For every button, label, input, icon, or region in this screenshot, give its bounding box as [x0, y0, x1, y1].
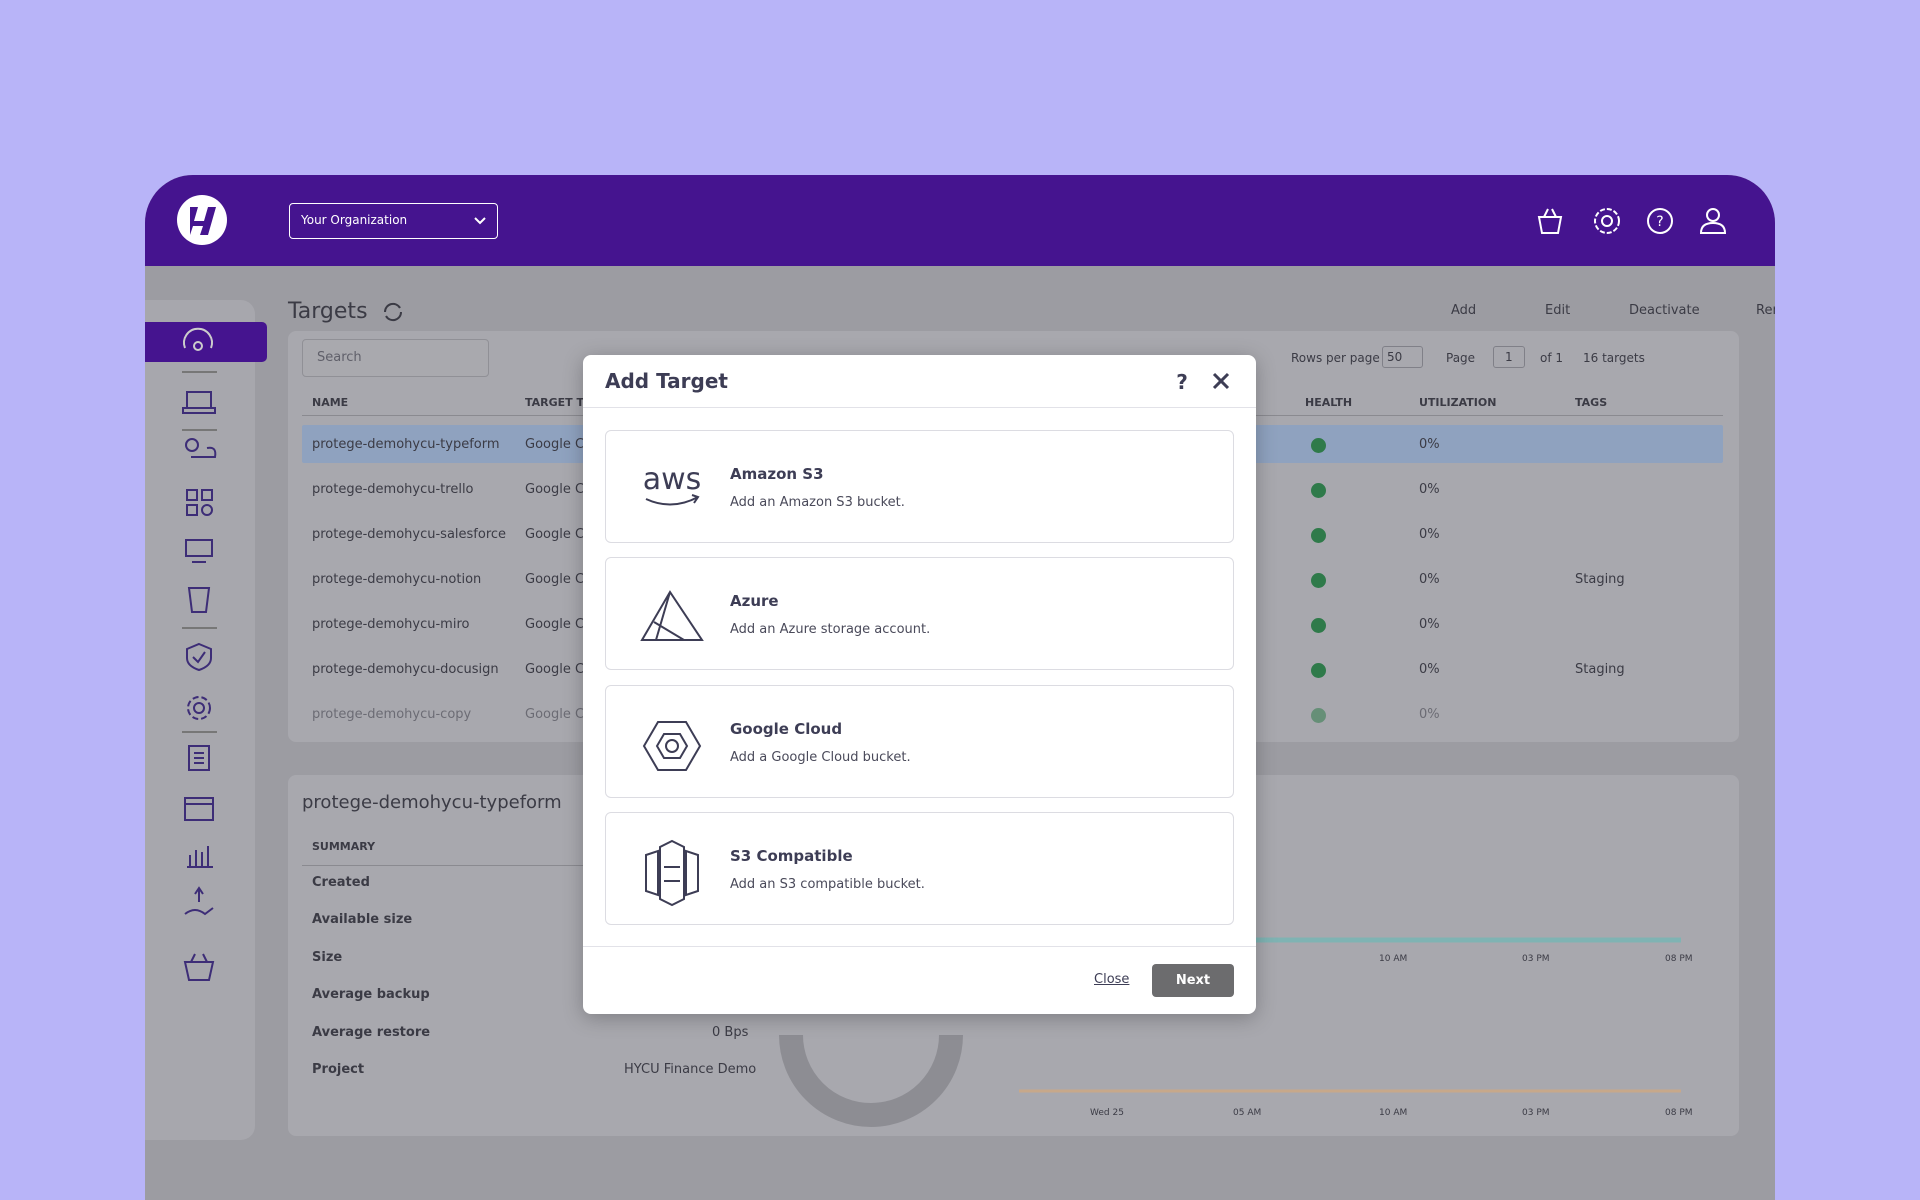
chart-tick: Wed 25 — [1090, 1108, 1124, 1118]
health-ok — [1311, 438, 1326, 453]
top-bar: Your Organization ? — [145, 175, 1775, 266]
chart-tick: 03 PM — [1522, 1108, 1550, 1118]
row-name: protege-demohycu-miro — [312, 617, 470, 632]
chart-tick: 08 PM — [1665, 1108, 1693, 1118]
row-tags: Staging — [1575, 572, 1625, 587]
close-button[interactable]: Close — [1094, 972, 1130, 987]
row-utilization: 0% — [1419, 482, 1440, 497]
nav-icons[interactable] — [145, 322, 255, 1042]
toolbar-deactivate: Deactivate — [1629, 303, 1700, 318]
dialog-title: Add Target — [605, 369, 728, 393]
option-icon — [642, 720, 702, 771]
target-option[interactable]: aws Amazon S3 Add an Amazon S3 bucket. — [605, 430, 1234, 543]
page-title: Targets — [288, 299, 368, 324]
chevron — [474, 217, 486, 225]
target-option[interactable]: Google Cloud Add a Google Cloud bucket. — [605, 684, 1234, 798]
target-option[interactable]: Azure Add an Azure storage account. — [605, 557, 1234, 671]
detail-title: protege-demohycu-typeform — [302, 792, 562, 813]
option-title: S3 Compatible — [730, 846, 853, 865]
chart-tick: 05 AM — [1233, 1108, 1262, 1118]
summary-label: Project — [312, 1062, 365, 1077]
toolbar-remove: Remove — [1756, 303, 1775, 318]
add-target-dialog: Add Target ? aws Amazon S3 Add an Amazon S… — [583, 355, 1256, 1014]
option-desc: Add a Google Cloud bucket. — [730, 749, 911, 765]
row-name: protege-demohycu-copy — [312, 707, 472, 722]
divider — [583, 407, 1256, 408]
header-icons[interactable]: ? — [1535, 205, 1745, 237]
dialog-actions[interactable]: ? — [1171, 369, 1241, 395]
chart-tick: 10 AM — [1379, 954, 1408, 964]
row-utilization: 0% — [1419, 527, 1440, 542]
chart-tick: 10 AM — [1379, 1108, 1408, 1118]
target-count: 16 targets — [1583, 351, 1645, 365]
svg-text:?: ? — [1656, 214, 1663, 230]
health-ok — [1311, 618, 1326, 633]
org-name: Your Organization — [301, 213, 408, 227]
option-desc: Add an Amazon S3 bucket. — [730, 495, 905, 510]
summary-label: Average backup — [312, 987, 430, 1003]
row-name: protege-demohycu-typeform — [312, 437, 500, 452]
charts — [779, 937, 1681, 1127]
page-input: 1 — [1493, 346, 1525, 368]
column-header: TAGS — [1575, 396, 1608, 409]
health-ok — [1311, 528, 1326, 543]
summary-label: Size — [312, 949, 343, 965]
column-header: NAME — [312, 396, 349, 409]
rows-select: 50 — [1382, 346, 1424, 368]
svg-text:aws: aws — [643, 462, 702, 497]
divider — [583, 946, 1256, 947]
target-option[interactable]: S3 Compatible Add an S3 compatible bucket… — [605, 811, 1234, 925]
svg-text:?: ? — [1176, 370, 1188, 394]
row-utilization: 0% — [1419, 437, 1440, 452]
search-input[interactable]: Search — [302, 339, 489, 377]
rows-label: Rows per page — [1291, 351, 1380, 365]
option-desc: Add an S3 compatible bucket. — [730, 876, 925, 892]
column-header: UTILIZATION — [1419, 396, 1497, 409]
toolbar-add: Add — [1451, 303, 1477, 318]
sidebar — [145, 300, 267, 1140]
summary-label: Available size — [312, 912, 413, 928]
option-desc: Add an Azure storage account. — [730, 622, 931, 638]
page-of: of 1 — [1540, 351, 1564, 365]
row-name: protege-demohycu-trello — [312, 482, 474, 497]
option-icon — [645, 839, 699, 907]
row-name: protege-demohycu-notion — [312, 572, 482, 587]
summary-header: SUMMARY — [312, 840, 376, 853]
chart-tick: 08 PM — [1665, 954, 1693, 964]
option-title: Google Cloud — [730, 719, 843, 738]
restore-value: 0 Bps — [712, 1025, 749, 1040]
health-ok — [1311, 663, 1326, 678]
row-utilization: 0% — [1419, 707, 1440, 722]
health-ok — [1311, 708, 1326, 723]
logo — [177, 195, 227, 245]
org-select[interactable]: Your Organization — [289, 203, 498, 239]
option-icon: aws — [643, 462, 702, 506]
option-title: Amazon S3 — [730, 465, 824, 483]
project-value: HYCU Finance Demo — [624, 1062, 757, 1077]
option-icon — [640, 590, 704, 642]
active-nav[interactable] — [145, 322, 267, 362]
page-label: Page — [1446, 351, 1476, 365]
column-header: HEALTH — [1305, 396, 1353, 409]
row-name: protege-demohycu-salesforce — [312, 527, 507, 542]
summary-label: Average restore — [312, 1024, 431, 1040]
health-ok — [1311, 483, 1326, 498]
row-tags: Staging — [1575, 662, 1625, 677]
row-utilization: 0% — [1419, 617, 1440, 632]
option-title: Azure — [730, 592, 779, 611]
health-ok — [1311, 573, 1326, 588]
row-utilization: 0% — [1419, 662, 1440, 677]
next-button[interactable]: Next — [1152, 964, 1234, 997]
summary-label: Created — [312, 875, 370, 890]
chart-tick: 03 PM — [1522, 954, 1550, 964]
row-name: protege-demohycu-docusign — [312, 662, 499, 677]
refresh-icon[interactable] — [380, 299, 406, 325]
row-utilization: 0% — [1419, 572, 1440, 587]
summary-line — [302, 865, 732, 866]
toolbar-edit: Edit — [1545, 303, 1571, 318]
